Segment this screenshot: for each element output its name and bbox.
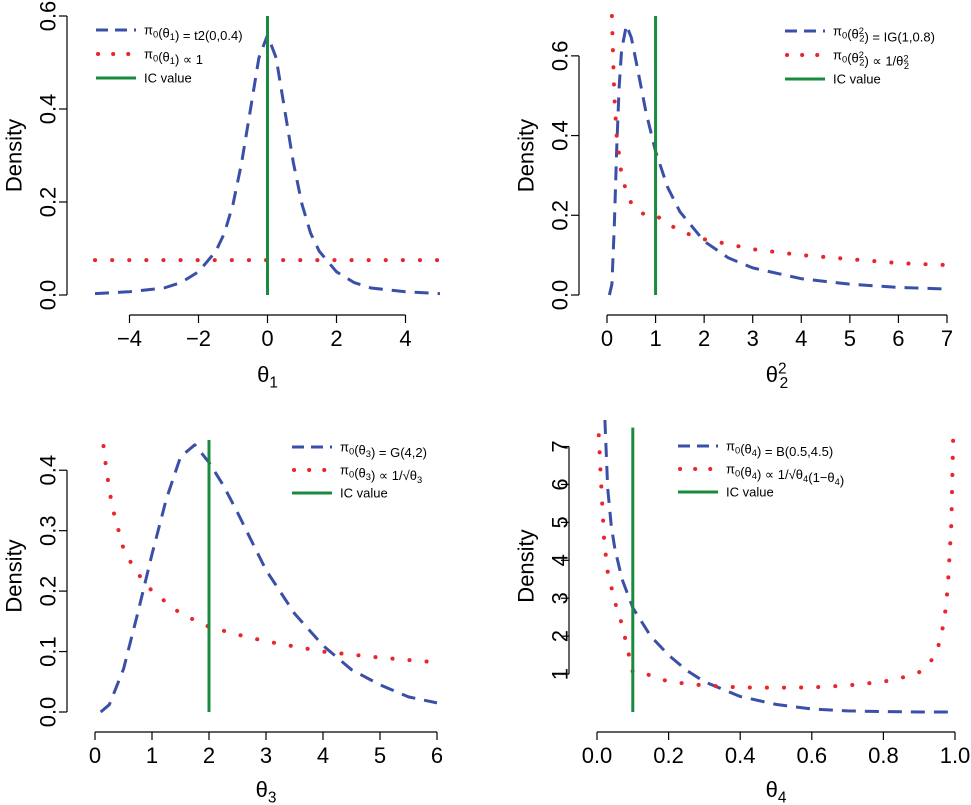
plot-area — [596, 419, 956, 714]
x-tick-label: −2 — [186, 326, 211, 351]
y-tick-label: 0.0 — [548, 280, 573, 311]
legend-item: π0(θ1) = t2(0,0.4) — [96, 23, 243, 44]
y-tick-label: 0.2 — [36, 576, 61, 607]
legend-item: IC value — [785, 72, 881, 87]
x-tick-label: 1 — [649, 326, 661, 351]
x-tick-label: −4 — [117, 326, 142, 351]
legend-item: π0(θ4) ∝ 1/√θ4(1−θ4) — [678, 462, 844, 488]
y-tick-label: 0.4 — [548, 120, 573, 151]
legend-label: π0(θ1) = t2(0,0.4) — [144, 23, 243, 44]
x-axis-title: θ4 — [766, 777, 787, 805]
legend-item: π0(θ1) ∝ 1 — [96, 47, 203, 68]
chart-panel-3: 0 1 2 3 4 5 6 0.0 0.1 0.2 0.3 0.4 θ3 Density π0(θ3) = … — [2, 440, 443, 805]
x-tick-label: 0.2 — [653, 743, 684, 768]
y-tick-label: 0.1 — [36, 636, 61, 667]
series-line-reference-prior — [101, 444, 439, 665]
x-tick-label: 3 — [260, 743, 272, 768]
y-tick-label: 4 — [548, 554, 573, 566]
legend-label: π0(θ3) = G(4,2) — [340, 440, 427, 461]
y-axis-title: Density — [2, 539, 27, 612]
series-line-prior — [607, 23, 948, 296]
y-tick-label: 7 — [548, 440, 573, 452]
x-axis-title: θ1 — [257, 362, 278, 391]
legend-label: IC value — [340, 486, 388, 501]
y-tick-label: 6 — [548, 478, 573, 490]
legend-label: π0(θ4) = B(0.5,4.5) — [726, 439, 833, 460]
x-tick-label: 2 — [698, 326, 710, 351]
x-axis-title: θ2 2 — [766, 361, 788, 393]
y-axis-title: Density — [2, 119, 27, 192]
y-tick-label: 0.6 — [36, 1, 61, 32]
legend-label: IC value — [144, 71, 192, 86]
y-tick-label: 2 — [548, 630, 573, 642]
y-tick-label: 0.6 — [548, 41, 573, 72]
x-tick-label: 3 — [747, 326, 759, 351]
x-tick-label: 4 — [317, 743, 329, 768]
x-tick-label: 1 — [146, 743, 158, 768]
plot-area — [607, 14, 949, 296]
x-tick-label: 0.8 — [868, 743, 899, 768]
legend-item: π0(θ2 2) = IG(1,0.8) — [785, 24, 935, 45]
x-tick-label: 6 — [892, 326, 904, 351]
y-axis-title: Density — [514, 119, 539, 192]
x-tick-label: 0.0 — [582, 743, 613, 768]
chart-panel-2: 0 1 2 3 4 5 6 7 0.0 0.2 0.4 0.6 θ2 2 Density π0(θ2 2) = … — [514, 14, 953, 393]
y-tick-label: 0.0 — [36, 280, 61, 311]
y-tick-label: 0.2 — [36, 187, 61, 218]
x-tick-label: 0 — [601, 326, 613, 351]
legend-label: IC value — [726, 485, 774, 500]
x-tick-label: 4 — [399, 326, 411, 351]
x-tick-label: 7 — [941, 326, 953, 351]
y-tick-label: 0.4 — [36, 455, 61, 486]
y-tick-label: 0.2 — [548, 200, 573, 231]
x-tick-label: 0 — [261, 326, 273, 351]
x-axis-title: θ3 — [256, 777, 277, 805]
legend-label: π0(θ2 2) = IG(1,0.8) — [833, 24, 935, 45]
x-tick-label: 2 — [330, 326, 342, 351]
chart-panel-4: 0.0 0.2 0.4 0.6 0.8 1.0 1 2 3 4 5 6 7 θ4 Density π0(θ4)… — [514, 419, 971, 805]
y-tick-label: 5 — [548, 516, 573, 528]
x-tick-label: 0.6 — [797, 743, 828, 768]
legend-item: π0(θ4) = B(0.5,4.5) — [678, 439, 833, 460]
legend-label: IC value — [833, 72, 881, 87]
y-tick-label: 0.0 — [36, 697, 61, 728]
y-tick-label: 0.4 — [36, 94, 61, 125]
legend-item: π0(θ2 2) ∝ 1/θ2 2 — [785, 48, 909, 71]
legend-item: π0(θ3) = G(4,2) — [292, 440, 427, 461]
legend-label: π0(θ3) ∝ 1/√θ3 — [340, 463, 422, 485]
chart-panel-1: −4 −2 0 2 4 0.0 0.2 0.4 0.6 θ1 Density π0(θ1) = t2(… — [2, 1, 442, 391]
x-tick-label: 4 — [795, 326, 807, 351]
legend-item: IC value — [292, 486, 388, 501]
legend-item: IC value — [96, 71, 192, 86]
x-tick-label: 0 — [89, 743, 101, 768]
x-tick-label: 1.0 — [940, 743, 971, 768]
x-tick-label: 0.4 — [725, 743, 756, 768]
y-tick-label: 0.3 — [36, 515, 61, 546]
legend-label: π0(θ4) ∝ 1/√θ4(1−θ4) — [726, 462, 844, 488]
x-tick-label: 5 — [374, 743, 386, 768]
x-tick-label: 5 — [844, 326, 856, 351]
series-line-prior — [99, 443, 438, 714]
x-tick-label: 6 — [431, 743, 443, 768]
plot-area — [99, 443, 439, 714]
y-axis-title: Density — [514, 529, 539, 602]
legend-label: π0(θ2 2) ∝ 1/θ2 2 — [833, 48, 909, 71]
series-line-prior — [603, 419, 955, 714]
legend-item: IC value — [678, 485, 774, 500]
y-tick-label: 1 — [548, 668, 573, 680]
legend-label: π0(θ1) ∝ 1 — [144, 47, 203, 68]
x-tick-label: 2 — [203, 743, 215, 768]
legend-item: π0(θ3) ∝ 1/√θ3 — [292, 463, 422, 485]
y-tick-label: 3 — [548, 592, 573, 604]
